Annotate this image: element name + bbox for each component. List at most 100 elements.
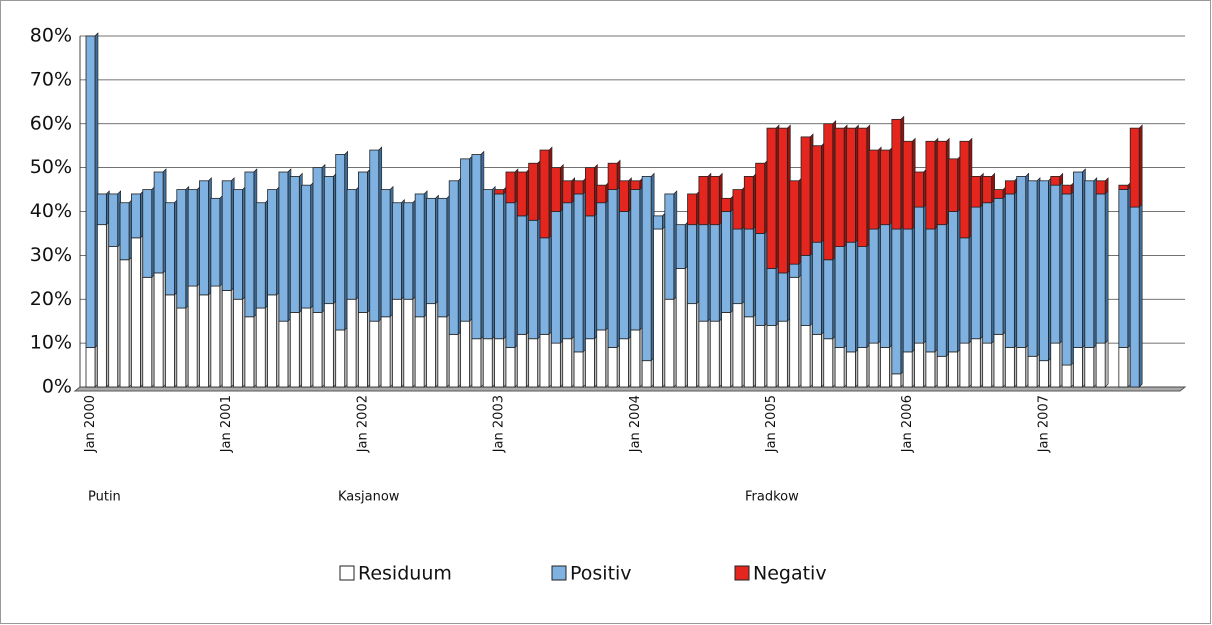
bar: [244, 171, 255, 318]
bar: [789, 276, 800, 388]
bar: [482, 189, 493, 340]
annotation: Putin: [88, 490, 121, 505]
bar: [528, 162, 539, 221]
bar: [562, 338, 573, 388]
y-tick-label: 30%: [30, 244, 72, 266]
bar: [880, 149, 890, 226]
bar: [255, 307, 266, 388]
bar: [993, 197, 1004, 335]
bar: [108, 246, 119, 388]
bar-side: [492, 186, 496, 190]
bar: [743, 316, 754, 388]
y-tick-label: 40%: [30, 200, 72, 222]
legend-swatch: [339, 565, 355, 581]
bar: [766, 325, 777, 388]
annotation: Kasjanow: [338, 490, 400, 505]
bar: [970, 175, 981, 208]
bar: [800, 325, 811, 388]
bar-side: [299, 173, 303, 177]
bar: [392, 202, 402, 300]
bar: [936, 355, 947, 388]
annotation: Fradkow: [745, 490, 799, 505]
bar: [573, 193, 584, 353]
bar: [653, 228, 663, 388]
bar: [380, 316, 391, 388]
bar: [766, 127, 777, 269]
bar: [800, 254, 811, 326]
bar: [312, 312, 323, 388]
bar: [902, 351, 913, 388]
bar: [1016, 175, 1027, 348]
bar: [925, 228, 936, 353]
bar: [891, 228, 902, 375]
legend-label: Residuum: [358, 563, 452, 585]
bar: [902, 228, 913, 353]
bar: [1039, 360, 1049, 388]
bar: [1004, 347, 1015, 388]
bar: [369, 149, 380, 322]
bar: [221, 180, 232, 291]
bar: [550, 342, 561, 388]
bar: [777, 272, 788, 322]
bar: [346, 298, 357, 388]
y-tick-label: 50%: [30, 156, 72, 178]
bar: [698, 320, 709, 388]
bar: [993, 189, 1004, 199]
bar: [312, 167, 323, 313]
bar: [96, 224, 107, 388]
bar: [255, 202, 266, 309]
bar: [289, 312, 300, 388]
bar: [732, 228, 743, 305]
bar: [494, 193, 505, 340]
bar: [823, 338, 834, 388]
bar-side: [401, 199, 405, 203]
bar: [437, 197, 448, 318]
bar: [244, 316, 255, 388]
bar: [732, 303, 743, 388]
bar: [130, 237, 141, 388]
bar-side: [1093, 177, 1098, 181]
bar: [721, 211, 731, 313]
bar: [108, 193, 119, 247]
bar: [153, 171, 164, 274]
bar: [777, 320, 788, 388]
bar: [914, 206, 924, 344]
bar: [403, 202, 414, 300]
bar: [119, 259, 130, 388]
bar: [812, 241, 822, 335]
bar-side: [94, 32, 99, 37]
bar-side: [230, 177, 235, 181]
bar-side: [344, 151, 348, 155]
x-tick-label: Jan 2004: [628, 395, 643, 453]
bar: [448, 333, 459, 388]
bar: [199, 294, 209, 388]
floor: [73, 386, 1187, 392]
legend-swatch: [551, 565, 567, 581]
bar: [516, 171, 527, 217]
bar: [868, 228, 879, 344]
x-tick-label: Jan 2001: [219, 395, 234, 453]
bar: [812, 333, 822, 388]
bar: [301, 307, 312, 388]
bar: [562, 180, 573, 204]
bar: [675, 268, 686, 388]
bar: [142, 276, 153, 388]
bar: [800, 136, 811, 256]
bar: [959, 237, 970, 344]
bar: [1095, 342, 1106, 388]
bar-side: [1025, 173, 1029, 177]
bar: [210, 197, 221, 287]
bar: [687, 303, 697, 388]
bar: [868, 342, 879, 388]
bar: [1027, 355, 1038, 388]
bar-side: [435, 195, 439, 199]
bar: [278, 171, 289, 322]
bar: [641, 360, 652, 388]
bar: [596, 202, 607, 331]
bar: [607, 189, 618, 348]
x-tick-label: Jan 2000: [83, 395, 98, 453]
bar: [846, 241, 856, 353]
bar: [709, 175, 720, 226]
bar: [880, 347, 890, 388]
bar-side: [423, 190, 428, 195]
